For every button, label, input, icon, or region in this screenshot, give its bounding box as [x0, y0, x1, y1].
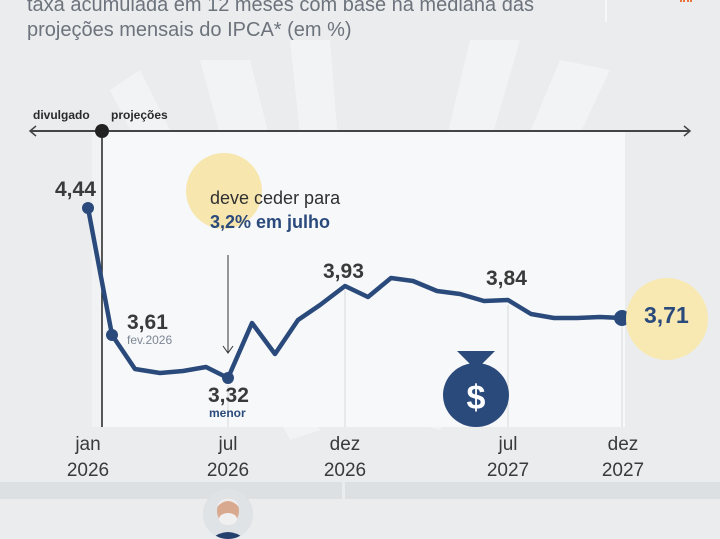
- arrow-right-icon: [683, 125, 692, 137]
- x-tick-jan-2026: jan 2026: [48, 432, 128, 484]
- callout-highlight: 3,2% em julho: [210, 212, 331, 232]
- tick-year: 2027: [486, 460, 530, 481]
- callout-text: deve ceder para: [210, 188, 341, 208]
- arrow-left-icon: [28, 125, 37, 137]
- gridlines: [227, 290, 623, 427]
- label-end-value: 3,71: [644, 302, 689, 328]
- header-divider: [605, 0, 607, 22]
- tick-month: jul: [498, 434, 518, 455]
- ipca-line: [85, 205, 625, 381]
- svg-text:$: $: [467, 379, 486, 417]
- tick-year: 2027: [601, 460, 645, 481]
- label-projecoes: projeções: [111, 108, 168, 122]
- tick-year: 2026: [206, 460, 250, 481]
- label-dec26-value: 3,93: [323, 260, 364, 283]
- tick-year: 2026: [66, 460, 110, 481]
- end-highlight-circle: [626, 278, 708, 360]
- subtitle-line-1: taxa acumulada em 12 meses com base na m…: [27, 0, 534, 16]
- label-start-value: 4,44: [55, 178, 96, 201]
- point-start: [82, 202, 94, 214]
- label-min-value: 3,32: [208, 384, 249, 407]
- label-min-note: menor: [209, 406, 246, 420]
- label-jul27-value: 3,84: [486, 267, 527, 290]
- callout-circle: [186, 153, 262, 229]
- avatar: [203, 489, 253, 539]
- timeline-band-2027: [345, 482, 720, 499]
- point-min: [222, 372, 234, 384]
- timeline-band-2026: [0, 482, 342, 499]
- tick-month: dez: [607, 434, 639, 455]
- x-tick-dez-2027: dez 2027: [583, 432, 663, 484]
- label-feb-value: 3,61: [127, 311, 168, 334]
- tick-month: jan: [75, 434, 101, 455]
- label-feb-date: fev.2026: [127, 333, 173, 347]
- tick-year: 2026: [323, 460, 367, 481]
- divider-dot: [95, 124, 109, 138]
- label-divulgado: divulgado: [33, 108, 90, 122]
- x-tick-dez-2026: dez 2026: [305, 432, 385, 484]
- brand-mark: [680, 0, 692, 4]
- x-tick-jul-2027: jul 2027: [468, 432, 548, 484]
- x-tick-jul-2026: jul 2026: [188, 432, 268, 484]
- tick-month: dez: [329, 434, 361, 455]
- history-panel: [92, 131, 102, 427]
- person-photo-icon: [203, 489, 253, 539]
- subtitle-line-2: projeções mensais do IPCA* (em %): [27, 19, 352, 41]
- money-bag-icon: $: [443, 351, 509, 427]
- chart-subtitle: taxa acumulada em 12 meses com base na m…: [27, 0, 607, 43]
- tick-month: jul: [218, 434, 238, 455]
- point-feb: [106, 329, 118, 341]
